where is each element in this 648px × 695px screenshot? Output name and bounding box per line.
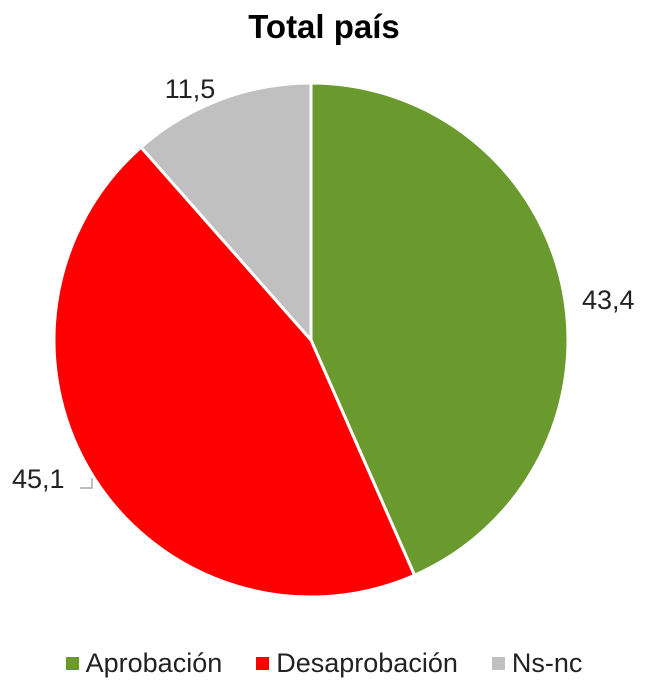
- slice-aprobacion: [309, 81, 570, 578]
- slice-desaprobacion: [52, 145, 417, 599]
- legend-label: Desaprobación: [276, 648, 458, 678]
- leader-line: [80, 478, 93, 489]
- legend: Aprobación Desaprobación Ns-nc: [0, 648, 648, 679]
- legend-label: Aprobación: [85, 648, 223, 678]
- pie-chart: 43,4 45,1 11,5: [12, 74, 635, 599]
- legend-item-ns-nc: Ns-nc: [491, 648, 583, 679]
- legend-label: Ns-nc: [511, 648, 583, 678]
- legend-swatch: [256, 657, 270, 670]
- legend-swatch: [491, 657, 505, 670]
- data-label-desaprobacion: 45,1: [12, 464, 65, 494]
- legend-item-aprobacion: Aprobación: [65, 648, 223, 679]
- data-label-aprobacion: 43,4: [582, 285, 635, 315]
- legend-item-desaprobacion: Desaprobación: [256, 648, 458, 679]
- chart-title: Total país: [248, 8, 400, 45]
- data-label-ns-nc: 11,5: [165, 74, 216, 104]
- legend-swatch: [65, 657, 79, 670]
- slice-ns-nc: [138, 81, 313, 344]
